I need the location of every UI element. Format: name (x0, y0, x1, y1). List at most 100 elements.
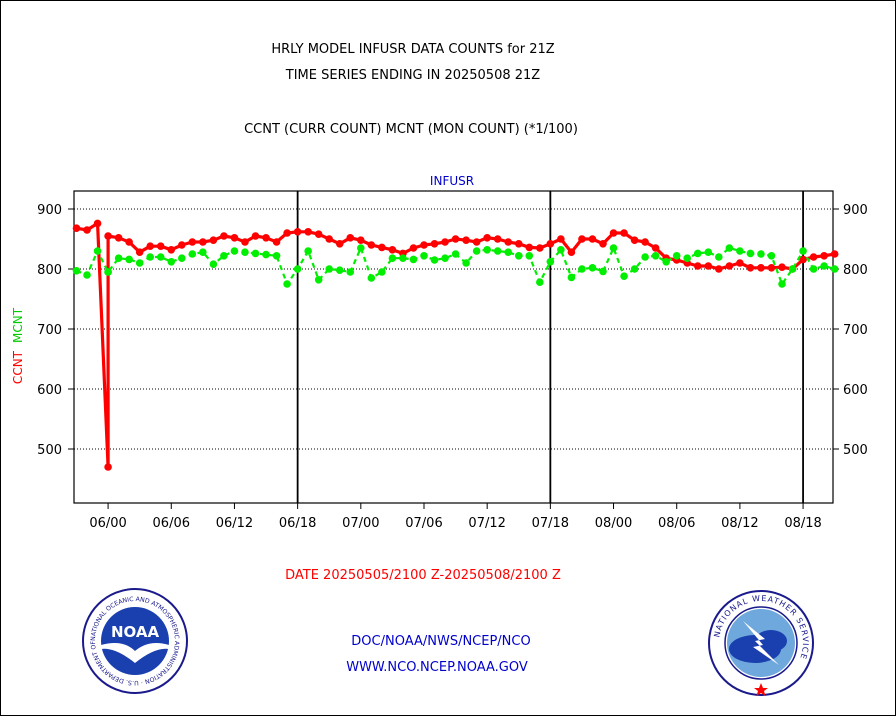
data-point-mcnt (778, 280, 786, 288)
y-tick-label-right: 700 (843, 323, 868, 338)
y-tick-label-right: 600 (843, 383, 868, 398)
noaa-logo: NOAA NATIONAL OCEANIC AND ATMOSPHERIC AD… (82, 588, 188, 694)
data-point-mcnt (156, 253, 165, 261)
data-point-ccnt (156, 242, 165, 250)
x-tick-label: 08/00 (595, 516, 632, 531)
data-point-ccnt (209, 236, 218, 244)
data-point-ccnt (767, 264, 776, 272)
data-point-mcnt (472, 247, 481, 255)
data-point-ccnt (346, 234, 355, 242)
data-point-mcnt (114, 254, 123, 262)
data-point-ccnt (114, 234, 123, 242)
data-point-mcnt (578, 265, 586, 273)
y-axis-label: CCNT MCNT (11, 307, 25, 384)
data-point-ccnt (704, 262, 713, 270)
data-point-mcnt (167, 258, 176, 266)
data-point-mcnt (567, 273, 576, 282)
data-point-mcnt (736, 247, 744, 255)
chart-title-line2: TIME SERIES ENDING IN 20250508 21Z (285, 68, 541, 83)
y-label-ccnt: CCNT (11, 350, 25, 384)
data-point-mcnt (199, 248, 207, 256)
y-tick-label-right: 500 (843, 443, 868, 458)
date-range: DATE 20250505/2100 Z-20250508/2100 Z (285, 568, 561, 583)
data-point-mcnt (93, 247, 102, 255)
data-point-ccnt (230, 234, 239, 242)
data-point-ccnt (451, 235, 460, 243)
data-point-mcnt (620, 272, 628, 281)
data-point-mcnt (599, 267, 607, 276)
x-tick-label: 06/06 (153, 516, 190, 531)
data-point-ccnt (578, 235, 586, 243)
data-point-ccnt (167, 246, 176, 254)
data-point-ccnt (757, 264, 765, 272)
plot-label: INFUSR (430, 174, 474, 188)
x-tick-label: 08/18 (784, 516, 821, 531)
data-point-ccnt (746, 264, 755, 272)
chart-title-line1: HRLY MODEL INFUSR DATA COUNTS for 21Z (271, 42, 554, 57)
credit-line2: WWW.NCO.NCEP.NOAA.GOV (346, 660, 528, 675)
data-point-ccnt (220, 232, 228, 240)
data-point-mcnt (693, 249, 702, 258)
data-point-ccnt (599, 240, 607, 248)
data-point-ccnt (199, 238, 207, 246)
data-point-ccnt (525, 243, 534, 252)
data-point-mcnt (609, 244, 618, 252)
x-tick-label: 07/12 (468, 516, 505, 531)
data-point-mcnt (536, 278, 544, 287)
data-point-mcnt (830, 265, 839, 273)
data-point-ccnt (809, 253, 818, 261)
credit-line1: DOC/NOAA/NWS/NCEP/NCO (351, 634, 530, 649)
data-point-mcnt (304, 247, 312, 255)
data-point-ccnt (536, 244, 544, 252)
data-point-mcnt (178, 254, 186, 262)
data-point-ccnt (514, 240, 523, 248)
data-point-mcnt (146, 253, 155, 261)
y-tick-label-left: 800 (37, 263, 62, 278)
data-point-ccnt (630, 236, 639, 244)
chart-subtitle: CCNT (CURR COUNT) MCNT (MON COUNT) (*1/1… (244, 122, 578, 137)
data-point-mcnt (493, 247, 502, 255)
data-point-mcnt (293, 265, 302, 273)
data-point-mcnt (588, 264, 597, 272)
data-point-mcnt (251, 249, 260, 258)
data-point-mcnt (399, 254, 407, 262)
x-tick-label: 07/06 (405, 516, 442, 531)
data-point-mcnt (504, 248, 513, 256)
data-point-ccnt (609, 229, 618, 237)
data-point-mcnt (230, 247, 239, 255)
data-point-mcnt (451, 250, 460, 258)
data-point-ccnt (251, 232, 260, 240)
data-point-mcnt (357, 244, 365, 252)
data-point-ccnt (430, 240, 439, 248)
data-point-mcnt (346, 268, 355, 276)
data-point-ccnt (588, 235, 597, 243)
data-point-mcnt (262, 250, 270, 259)
data-point-mcnt (188, 250, 197, 258)
data-point-ccnt (504, 238, 513, 246)
data-point-mcnt (388, 254, 397, 262)
data-point-ccnt (293, 228, 302, 236)
data-point-ccnt (462, 236, 470, 244)
data-point-mcnt (525, 252, 534, 260)
data-point-ccnt (314, 230, 323, 238)
y-tick-label-left: 600 (37, 383, 62, 398)
data-point-mcnt (209, 260, 218, 269)
data-point-mcnt (788, 265, 797, 273)
data-point-ccnt (799, 255, 807, 264)
data-point-mcnt (767, 252, 776, 260)
data-point-mcnt (820, 262, 828, 270)
data-point-mcnt (630, 265, 639, 273)
nws-logo: NATIONAL WEATHER SERVICE (708, 590, 814, 696)
data-point-mcnt (72, 267, 81, 275)
data-point-ccnt (146, 242, 155, 250)
plot-area: 900 900 800 800 700 700 600 600 500 500 06/00 06/06… (37, 190, 868, 531)
data-point-mcnt (441, 254, 449, 262)
data-point-mcnt (314, 276, 323, 284)
data-point-mcnt (283, 280, 291, 288)
x-tick-label: 08/12 (721, 516, 758, 531)
data-point-ccnt (725, 262, 734, 270)
data-point-ccnt (778, 263, 786, 272)
data-point-ccnt (378, 243, 386, 252)
y-label-mcnt: MCNT (11, 307, 25, 343)
